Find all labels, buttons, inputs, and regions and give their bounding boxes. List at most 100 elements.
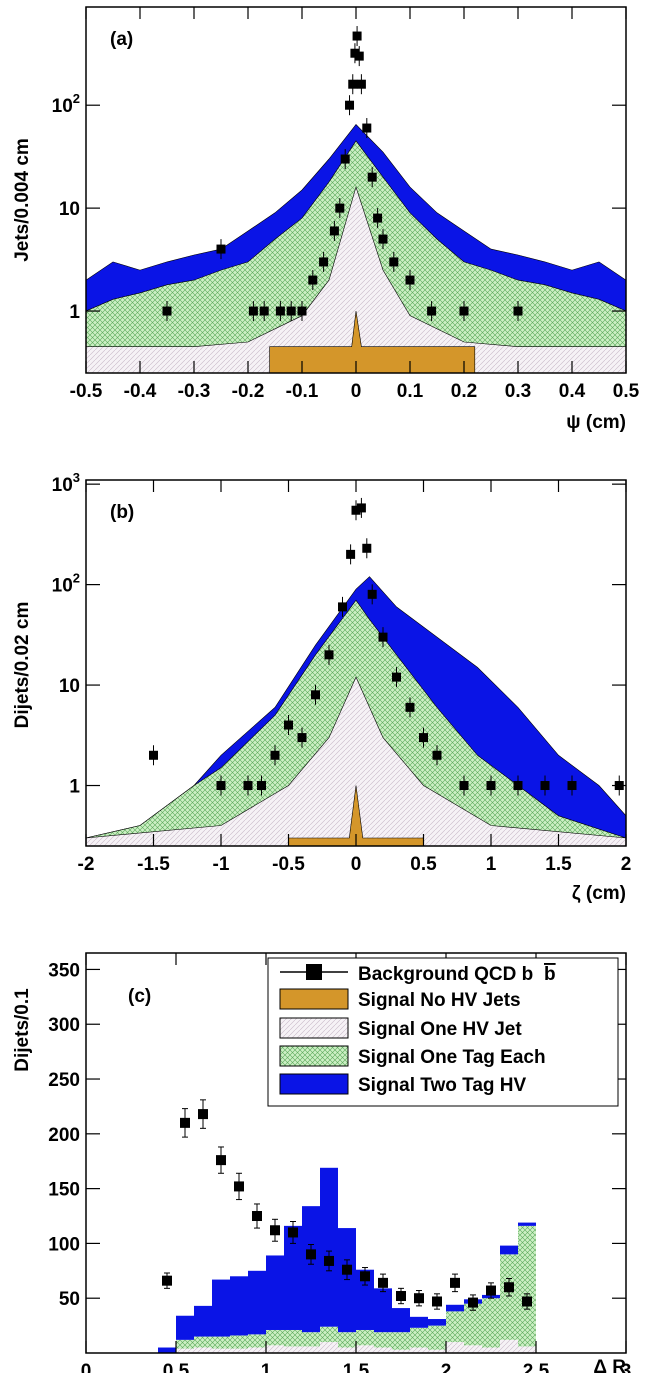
background-point — [216, 244, 226, 254]
bar-signal-two-tag — [446, 1304, 464, 1312]
x-tick-label: -0.5 — [70, 381, 103, 402]
bar-signal-two-tag — [338, 1228, 356, 1333]
y-tick-label: 250 — [48, 1070, 80, 1091]
background-point — [342, 1264, 352, 1275]
x-tick-label: 1 — [261, 1361, 272, 1373]
background-point — [354, 51, 364, 61]
bar-signal-one-hv — [248, 1347, 266, 1353]
bar-signal-one-tag — [464, 1303, 482, 1346]
x-tick-label: 0 — [351, 854, 362, 875]
bar-signal-one-tag — [284, 1329, 302, 1347]
background-point — [319, 257, 329, 267]
bar-signal-two-tag — [500, 1245, 518, 1255]
background-point — [432, 750, 442, 760]
background-point — [297, 306, 307, 316]
x-tick-label: 0 — [351, 381, 362, 402]
x-tick-label: 0 — [81, 1361, 92, 1373]
bar-signal-one-hv — [230, 1348, 248, 1353]
panel-a-ylabel: Jets/0.004 cm — [12, 138, 33, 262]
x-tick-label: 0.5 — [410, 854, 437, 875]
background-point — [324, 650, 334, 660]
background-point — [288, 1227, 298, 1238]
background-point — [162, 1275, 172, 1286]
background-point — [308, 275, 318, 285]
y-tick-label: 103 — [52, 470, 80, 496]
legend-swatch-two-tag — [279, 1073, 349, 1095]
y-tick-label: 10 — [59, 199, 80, 220]
background-point — [311, 690, 320, 700]
background-point — [352, 31, 362, 41]
bar-signal-two-tag — [428, 1319, 446, 1326]
y-tick-label: 50 — [59, 1289, 80, 1310]
background-point — [340, 154, 350, 164]
background-point — [405, 275, 415, 285]
x-tick-label: -0.4 — [124, 381, 157, 402]
background-point — [180, 1117, 190, 1128]
panel-b: -2 -1.5 -1 -0.5 0 0.5 1 1.5 2 1 10 102 103 (b) Dijet… — [12, 470, 631, 904]
x-tick-label: 0.4 — [559, 381, 586, 402]
background-point — [513, 306, 523, 316]
bar-signal-two-tag — [230, 1276, 248, 1336]
y-tick-label: 1 — [69, 777, 80, 798]
bar-signal-two-tag — [374, 1288, 392, 1333]
background-point — [567, 781, 577, 791]
bar-signal-one-hv — [500, 1339, 518, 1353]
x-tick-label: 2 — [621, 854, 632, 875]
background-point — [284, 720, 293, 730]
background-point — [351, 505, 361, 515]
x-tick-label: -0.3 — [178, 381, 211, 402]
background-point — [297, 733, 307, 743]
x-tick-label: 3 — [621, 1361, 632, 1373]
x-tick-label: 1.5 — [343, 1361, 370, 1373]
y-tick-label: 200 — [48, 1125, 80, 1146]
background-point — [432, 1296, 442, 1307]
legend-swatch-no-hv — [279, 988, 349, 1010]
y-tick-label: 102 — [52, 571, 80, 597]
legend-swatch-one-tag — [279, 1045, 349, 1067]
legend-swatch-one-hv — [279, 1017, 349, 1039]
x-tick-label: -0.5 — [272, 854, 305, 875]
background-point — [306, 1249, 316, 1260]
background-point — [338, 602, 347, 612]
bar-signal-one-hv — [338, 1347, 356, 1353]
background-point — [486, 781, 496, 791]
background-point — [513, 781, 523, 791]
background-point — [270, 1225, 280, 1236]
x-tick-label: 2 — [441, 1361, 452, 1373]
background-point — [335, 203, 345, 213]
bar-signal-one-tag — [428, 1325, 446, 1350]
legend-label-one-tag: Signal One Tag Each — [358, 1047, 546, 1068]
bar-signal-one-hv — [284, 1346, 302, 1353]
bar-signal-one-hv — [392, 1349, 410, 1353]
y-tick-label: 300 — [48, 1015, 80, 1036]
bar-signal-one-hv — [374, 1347, 392, 1353]
bar-signal-one-hv — [266, 1345, 284, 1353]
panel-a-xlabel: ψ (cm) — [566, 412, 626, 433]
background-point — [345, 100, 355, 110]
background-point — [252, 1211, 262, 1222]
bar-signal-one-tag — [302, 1332, 320, 1347]
background-point — [356, 503, 366, 513]
bar-signal-one-tag — [176, 1339, 194, 1349]
bar-signal-one-tag — [212, 1336, 230, 1349]
background-point — [216, 781, 226, 791]
background-point — [486, 1285, 496, 1296]
background-point — [360, 1271, 370, 1282]
background-point — [367, 589, 377, 599]
legend-label-background: Background QCD b — [358, 964, 533, 985]
background-point — [362, 123, 372, 133]
panel-b-xlabel: ζ (cm) — [572, 883, 626, 904]
background-point — [405, 702, 415, 712]
background-point — [198, 1109, 208, 1120]
background-point — [522, 1296, 532, 1307]
x-tick-label: 1 — [486, 854, 497, 875]
bar-signal-two-tag — [212, 1279, 230, 1337]
bar-signal-one-tag — [356, 1329, 374, 1346]
panel-b-ylabel: Dijets/0.02 cm — [12, 602, 33, 729]
bar-signal-one-tag — [230, 1335, 248, 1349]
bar-signal-one-hv — [320, 1342, 338, 1353]
bar-signal-one-tag — [500, 1254, 518, 1340]
bar-signal-two-tag — [194, 1305, 212, 1337]
x-tick-label: 0.2 — [451, 381, 477, 402]
